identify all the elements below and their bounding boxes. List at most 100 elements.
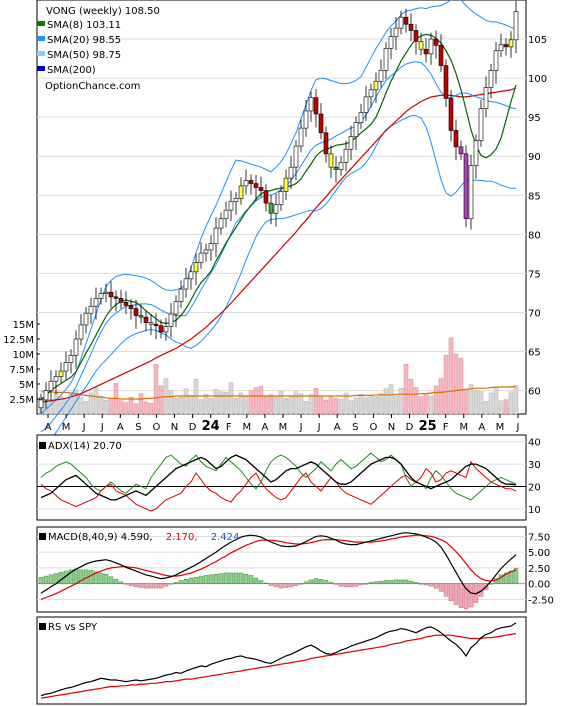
volume-bar	[393, 393, 399, 415]
volume-bar	[243, 396, 249, 415]
candle-body	[323, 132, 329, 155]
price-tick-label: 65	[528, 348, 541, 359]
macd-histogram-bar	[138, 583, 144, 588]
candle-body	[368, 89, 374, 98]
candle-body	[133, 308, 139, 316]
volume-bar	[258, 386, 264, 415]
volume-bar	[318, 396, 324, 415]
macd-histogram-bar	[258, 580, 264, 584]
macd-histogram-bar	[208, 574, 214, 584]
rs-panel-frame	[36, 616, 527, 705]
volume-bar	[443, 354, 449, 415]
candle-body	[468, 165, 474, 220]
volume-bar	[213, 389, 219, 415]
candle-body	[493, 50, 499, 71]
macd-histogram-bar	[268, 583, 274, 586]
macd-histogram-bar	[213, 573, 219, 584]
x-tick-label: A	[262, 422, 269, 433]
macd-histogram-bar	[188, 577, 194, 584]
rs-line	[40, 622, 517, 697]
volume-bar	[68, 393, 74, 415]
macd-y-axis: -2.50 0.00 2.50 5.00 7.50	[528, 532, 554, 606]
macd-signal-line	[40, 534, 517, 600]
macd-histogram-bar	[78, 569, 84, 584]
volume-bar	[378, 393, 384, 415]
candle-body	[98, 293, 104, 299]
candle-body	[358, 112, 364, 123]
volume-bar	[248, 390, 254, 415]
candle-body	[353, 122, 359, 137]
macd-histogram-bar	[318, 579, 324, 584]
candle-body	[278, 191, 284, 205]
candle-body	[53, 376, 59, 382]
legend-sma8: SMA(8) 103.11	[47, 20, 121, 31]
candle-body	[408, 23, 414, 31]
candle-body	[373, 80, 379, 91]
price-tick-label: 70	[528, 308, 541, 319]
macd-histogram-bar	[388, 580, 394, 584]
x-tick-label: F	[443, 422, 449, 433]
volume-bar	[423, 393, 429, 415]
volume-bar	[138, 393, 144, 415]
macd-histogram-bar	[393, 579, 399, 584]
volume-bar	[403, 363, 409, 415]
candle-body	[273, 204, 279, 214]
macd-histogram-bar	[433, 583, 439, 589]
volume-bar	[383, 388, 389, 415]
adx-minus-di-line	[40, 460, 517, 512]
macd-panel: -2.50 0.00 2.50 5.00 7.50 MACD(8,40,9) 4.590…	[36, 526, 554, 613]
adx-panel: 10 20 30 40 ADX(14) 20.70	[36, 434, 541, 521]
volume-bar	[323, 399, 329, 415]
candle-body	[48, 380, 54, 391]
candle-body	[238, 185, 244, 199]
legend-swatch-sma200	[37, 66, 45, 71]
candle-body	[103, 291, 109, 295]
candle-body	[228, 201, 234, 211]
macd-histogram-bar	[93, 571, 99, 584]
price-panel: 60 65 70 75 80 85 90 95 100 105 15M 12.5M 10M 7.5M 5M…	[3, 0, 547, 451]
macd-histogram-bar	[38, 577, 44, 584]
macd-histogram-bar	[498, 574, 504, 584]
volume-bar	[58, 396, 64, 415]
price-tick-label: 85	[528, 191, 541, 202]
macd-histogram-bar	[128, 583, 134, 586]
macd-histogram-bar	[148, 583, 154, 589]
candle-body	[158, 325, 164, 333]
macd-histogram-bar	[513, 568, 519, 584]
volume-bar	[53, 392, 59, 415]
candle-body	[473, 140, 479, 166]
macd-histogram-bar	[103, 573, 109, 584]
x-tick-label: J	[317, 422, 321, 433]
candlesticks	[38, 0, 519, 414]
macd-label-main: MACD(8,40,9) 4.590,	[48, 532, 153, 543]
price-tick-label: 100	[528, 74, 547, 85]
macd-histogram-bar	[468, 583, 474, 608]
macd-histogram-bar	[298, 583, 304, 585]
legend-sma50: SMA(50) 98.75	[47, 50, 121, 61]
volume-bar	[218, 391, 224, 415]
volume-bar	[233, 398, 239, 415]
candle-body	[463, 153, 469, 220]
candle-body	[213, 227, 219, 245]
x-tick-label: N	[171, 422, 178, 433]
candle-body	[58, 370, 64, 377]
candle-body	[288, 166, 294, 179]
candle-body	[78, 324, 84, 340]
candle-body	[303, 110, 309, 129]
macd-histogram-bar	[233, 572, 239, 584]
volume-bar	[433, 385, 439, 415]
volume-bar	[103, 399, 109, 415]
candle-body	[268, 202, 274, 214]
volume-bar	[513, 385, 519, 415]
macd-histogram-bar	[143, 583, 149, 589]
volume-bar	[173, 398, 179, 415]
volume-bar	[78, 397, 84, 415]
volume-bar	[408, 378, 414, 415]
macd-swatch	[39, 533, 46, 540]
candle-body	[223, 209, 229, 220]
volume-bar	[158, 385, 164, 415]
macd-histogram-bar	[398, 579, 404, 584]
macd-histogram-bar	[203, 575, 209, 584]
macd-histogram-bar	[108, 576, 114, 584]
macd-histogram-bar	[113, 579, 119, 584]
